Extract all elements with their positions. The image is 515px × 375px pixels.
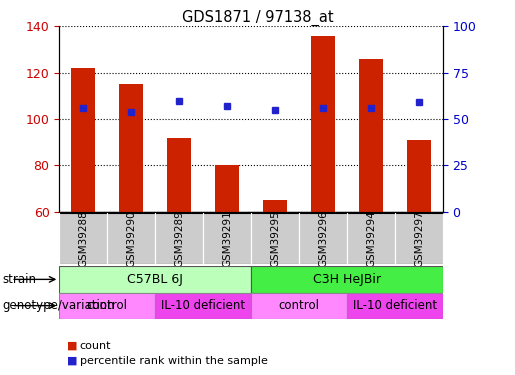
Bar: [311, 36, 335, 212]
Text: GSM39297: GSM39297: [414, 210, 424, 267]
Text: strain: strain: [3, 273, 37, 286]
Text: C57BL 6J: C57BL 6J: [127, 273, 183, 286]
Bar: [107, 213, 155, 264]
Text: control: control: [279, 299, 319, 312]
Text: C3H HeJBir: C3H HeJBir: [313, 273, 381, 286]
Text: control: control: [87, 299, 128, 312]
Bar: [263, 200, 287, 212]
Bar: [59, 266, 251, 292]
Bar: [251, 213, 299, 264]
Text: genotype/variation: genotype/variation: [3, 299, 115, 312]
Text: GSM39289: GSM39289: [174, 210, 184, 267]
Bar: [299, 213, 347, 264]
Bar: [395, 213, 443, 264]
Bar: [119, 84, 143, 212]
Bar: [215, 165, 239, 212]
Text: GSM39294: GSM39294: [366, 210, 376, 267]
Text: GSM39290: GSM39290: [126, 210, 136, 267]
Bar: [359, 59, 383, 212]
Text: GSM39296: GSM39296: [318, 210, 328, 267]
Bar: [407, 140, 431, 212]
Bar: [155, 213, 203, 264]
Text: GSM39291: GSM39291: [222, 210, 232, 267]
Text: ■: ■: [67, 356, 77, 366]
Text: GDS1871 / 97138_at: GDS1871 / 97138_at: [182, 9, 333, 26]
Text: ■: ■: [67, 341, 77, 351]
Bar: [203, 213, 251, 264]
Bar: [59, 292, 155, 319]
Bar: [155, 292, 251, 319]
Bar: [251, 292, 347, 319]
Text: IL-10 deficient: IL-10 deficient: [161, 299, 245, 312]
Text: IL-10 deficient: IL-10 deficient: [353, 299, 437, 312]
Bar: [347, 213, 395, 264]
Bar: [167, 138, 191, 212]
Text: GSM39288: GSM39288: [78, 210, 88, 267]
Bar: [251, 266, 443, 292]
Bar: [59, 213, 107, 264]
Text: GSM39295: GSM39295: [270, 210, 280, 267]
Text: percentile rank within the sample: percentile rank within the sample: [80, 356, 268, 366]
Bar: [347, 292, 443, 319]
Text: count: count: [80, 341, 111, 351]
Bar: [71, 68, 95, 212]
